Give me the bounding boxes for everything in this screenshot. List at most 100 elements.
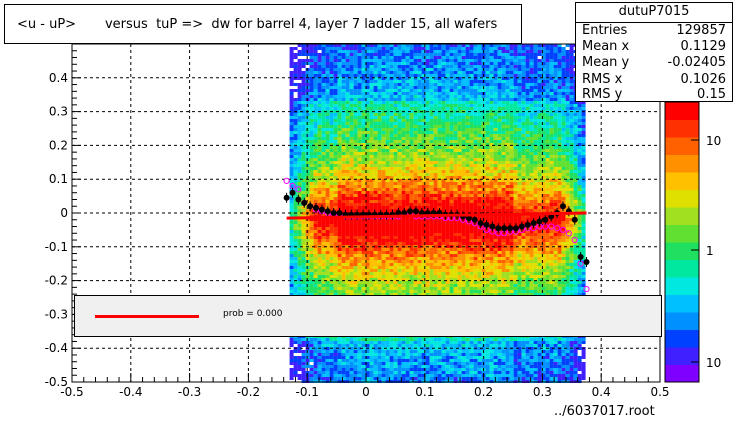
heatmap-cell [453,95,458,98]
heatmap-cell [369,179,374,182]
heatmap-cell [345,221,350,224]
heatmap-cell [465,209,470,212]
heatmap-cell [413,116,418,119]
heatmap-cell [401,74,406,77]
heatmap-cell [413,92,418,95]
heatmap-cell [337,353,342,356]
heatmap-cell [425,284,430,287]
heatmap-cell [389,173,394,176]
heatmap-cell [429,227,434,230]
heatmap-cell [385,359,390,362]
heatmap-cell [313,53,318,56]
heatmap-cell [441,287,446,290]
heatmap-cell [301,188,306,191]
heatmap-cell [461,53,466,56]
heatmap-cell [457,263,462,266]
heatmap-cell [369,272,374,275]
heatmap-cell [461,344,466,347]
heatmap-cell [457,137,462,140]
heatmap-cell [309,236,314,239]
heatmap-cell [389,356,394,359]
heatmap-cell [297,362,302,365]
heatmap-cell [457,140,462,143]
heatmap-cell [289,62,294,65]
heatmap-cell [397,272,402,275]
heatmap-cell [401,185,406,188]
heatmap-cell [393,218,398,221]
heatmap-cell [329,50,334,53]
heatmap-cell [361,284,366,287]
heatmap-cell [341,191,346,194]
heatmap-cell [293,83,298,86]
heatmap-cell [329,98,334,101]
heatmap-cell [405,74,410,77]
heatmap-cell [333,245,338,248]
heatmap-cell [461,350,466,353]
heatmap-cell [409,221,414,224]
heatmap-cell [433,128,438,131]
heatmap-cell [409,62,414,65]
heatmap-cell [313,242,318,245]
heatmap-cell [377,104,382,107]
heatmap-cell [361,353,366,356]
heatmap-cell [289,134,294,137]
heatmap-cell [301,269,306,272]
heatmap-cell [365,377,370,380]
heatmap-cell [385,377,390,380]
heatmap-cell [437,293,442,296]
heatmap-cell [373,92,378,95]
heatmap-cell [445,242,450,245]
heatmap-cell [341,281,346,284]
heatmap-cell [309,101,314,104]
heatmap-cell [325,197,330,200]
heatmap-cell [365,185,370,188]
heatmap-cell [349,104,354,107]
heatmap-cell [397,374,402,377]
heatmap-cell [357,83,362,86]
heatmap-cell [409,158,414,161]
heatmap-cell [433,176,438,179]
heatmap-cell [421,278,426,281]
heatmap-cell [433,68,438,71]
heatmap-cell [417,113,422,116]
heatmap-cell [397,239,402,242]
heatmap-cell [321,146,326,149]
heatmap-cell [297,137,302,140]
heatmap-cell [337,344,342,347]
heatmap-cell [409,134,414,137]
heatmap-cell [457,248,462,251]
heatmap-cell [421,155,426,158]
heatmap-cell [409,290,414,293]
heatmap-cell [325,53,330,56]
heatmap-cell [289,212,294,215]
heatmap-cell [301,77,306,80]
heatmap-cell [293,224,298,227]
heatmap-cell [373,239,378,242]
heatmap-cell [341,182,346,185]
heatmap-cell [409,236,414,239]
heatmap-cell [449,86,454,89]
heatmap-cell [325,221,330,224]
heatmap-cell [321,134,326,137]
heatmap-cell [317,275,322,278]
heatmap-cell [389,257,394,260]
heatmap-cell [417,248,422,251]
heatmap-cell [321,119,326,122]
heatmap-cell [397,227,402,230]
heatmap-cell [433,203,438,206]
heatmap-cell [445,167,450,170]
heatmap-cell [369,224,374,227]
heatmap-cell [333,104,338,107]
heatmap-cell [373,83,378,86]
heatmap-cell [453,347,458,350]
heatmap-cell [361,173,366,176]
heatmap-cell [289,239,294,242]
heatmap-cell [461,185,466,188]
heatmap-cell [305,125,310,128]
heatmap-cell [301,218,306,221]
heatmap-cell [421,65,426,68]
heatmap-cell [401,224,406,227]
heatmap-cell [361,341,366,344]
heatmap-cell [313,95,318,98]
heatmap-cell [309,227,314,230]
